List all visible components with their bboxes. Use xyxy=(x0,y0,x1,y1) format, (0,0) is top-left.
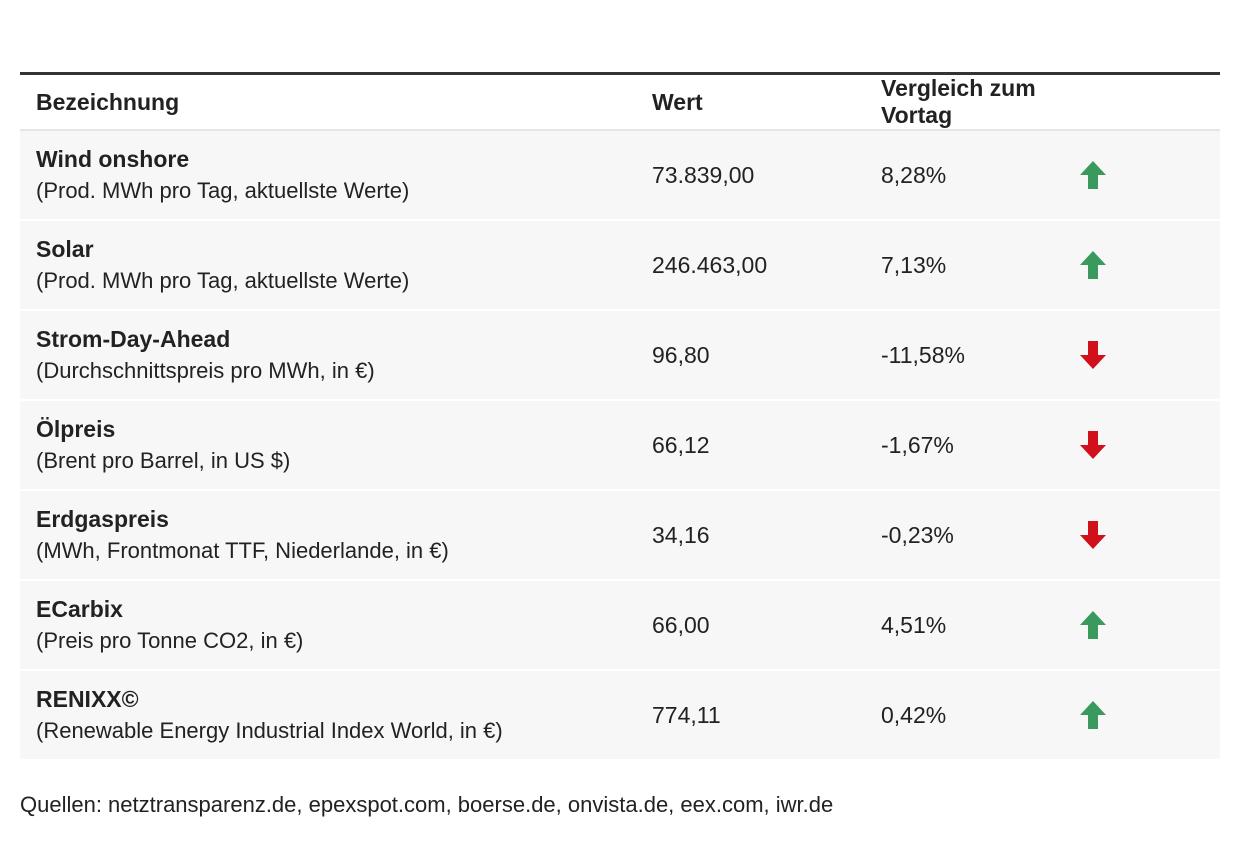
header-name: Bezeichnung xyxy=(36,88,180,115)
row-title: RENIXX© xyxy=(36,686,139,712)
table-top-rule xyxy=(20,72,1220,75)
source-caption: Quellen: netztransparenz.de, epexspot.co… xyxy=(20,792,834,817)
row-title: Strom-Day-Ahead xyxy=(36,326,231,352)
row-subtitle: (Preis pro Tonne CO2, in €) xyxy=(36,628,304,653)
row-value: 34,16 xyxy=(652,521,710,548)
row-value: 66,00 xyxy=(652,611,710,638)
row-change: 8,28% xyxy=(881,161,947,188)
arrow-down-icon xyxy=(1080,521,1106,549)
table-row: Strom-Day-Ahead (Durchschnittspreis pro … xyxy=(20,311,1220,401)
table-body: Wind onshore (Prod. MWh pro Tag, aktuell… xyxy=(20,131,1220,759)
arrow-up-icon xyxy=(1080,161,1106,189)
row-value: 73.839,00 xyxy=(652,161,755,188)
row-change: -1,67% xyxy=(881,431,954,458)
table-row: Solar (Prod. MWh pro Tag, aktuellste Wer… xyxy=(20,221,1220,311)
trend-cell xyxy=(1078,430,1220,460)
table-row: ECarbix (Preis pro Tonne CO2, in €) 66,0… xyxy=(20,581,1220,671)
row-subtitle: (Prod. MWh pro Tag, aktuellste Werte) xyxy=(36,178,410,203)
row-title: Solar xyxy=(36,236,94,262)
header-value: Wert xyxy=(652,88,703,115)
row-value: 96,80 xyxy=(652,341,710,368)
arrow-down-icon xyxy=(1080,431,1106,459)
row-change: -0,23% xyxy=(881,521,954,548)
arrow-down-icon xyxy=(1080,341,1106,369)
row-subtitle: (Renewable Energy Industrial Index World… xyxy=(36,718,503,743)
trend-cell xyxy=(1078,520,1220,550)
arrow-up-icon xyxy=(1080,251,1106,279)
row-title: ECarbix xyxy=(36,596,123,622)
row-subtitle: (Durchschnittspreis pro MWh, in €) xyxy=(36,358,375,383)
trend-cell xyxy=(1078,610,1220,640)
row-title: Wind onshore xyxy=(36,146,190,172)
table-row: Ölpreis (Brent pro Barrel, in US $) 66,1… xyxy=(20,401,1220,491)
arrow-up-icon xyxy=(1080,701,1106,729)
row-change: 4,51% xyxy=(881,611,947,638)
row-change: 7,13% xyxy=(881,251,947,278)
row-subtitle: (Brent pro Barrel, in US $) xyxy=(36,448,291,473)
energy-data-table: Bezeichnung Wert Vergleich zum Vortag Wi… xyxy=(20,72,1220,759)
table-header-row: Bezeichnung Wert Vergleich zum Vortag xyxy=(20,75,1220,131)
table-row: RENIXX© (Renewable Energy Industrial Ind… xyxy=(20,671,1220,759)
arrow-up-icon xyxy=(1080,611,1106,639)
row-value: 66,12 xyxy=(652,431,710,458)
row-change: 0,42% xyxy=(881,701,947,728)
table-row: Erdgaspreis (MWh, Frontmonat TTF, Nieder… xyxy=(20,491,1220,581)
trend-cell xyxy=(1078,700,1220,730)
row-change: -11,58% xyxy=(881,341,965,368)
row-value: 246.463,00 xyxy=(652,251,768,278)
row-title: Erdgaspreis xyxy=(36,506,169,532)
row-value: 774,11 xyxy=(652,701,721,728)
trend-cell xyxy=(1078,250,1220,280)
row-subtitle: (MWh, Frontmonat TTF, Niederlande, in €) xyxy=(36,538,449,563)
table-row: Wind onshore (Prod. MWh pro Tag, aktuell… xyxy=(20,131,1220,221)
trend-cell xyxy=(1078,160,1220,190)
header-change: Vergleich zum Vortag xyxy=(881,75,1036,128)
row-subtitle: (Prod. MWh pro Tag, aktuellste Werte) xyxy=(36,268,410,293)
trend-cell xyxy=(1078,340,1220,370)
row-title: Ölpreis xyxy=(36,416,116,442)
